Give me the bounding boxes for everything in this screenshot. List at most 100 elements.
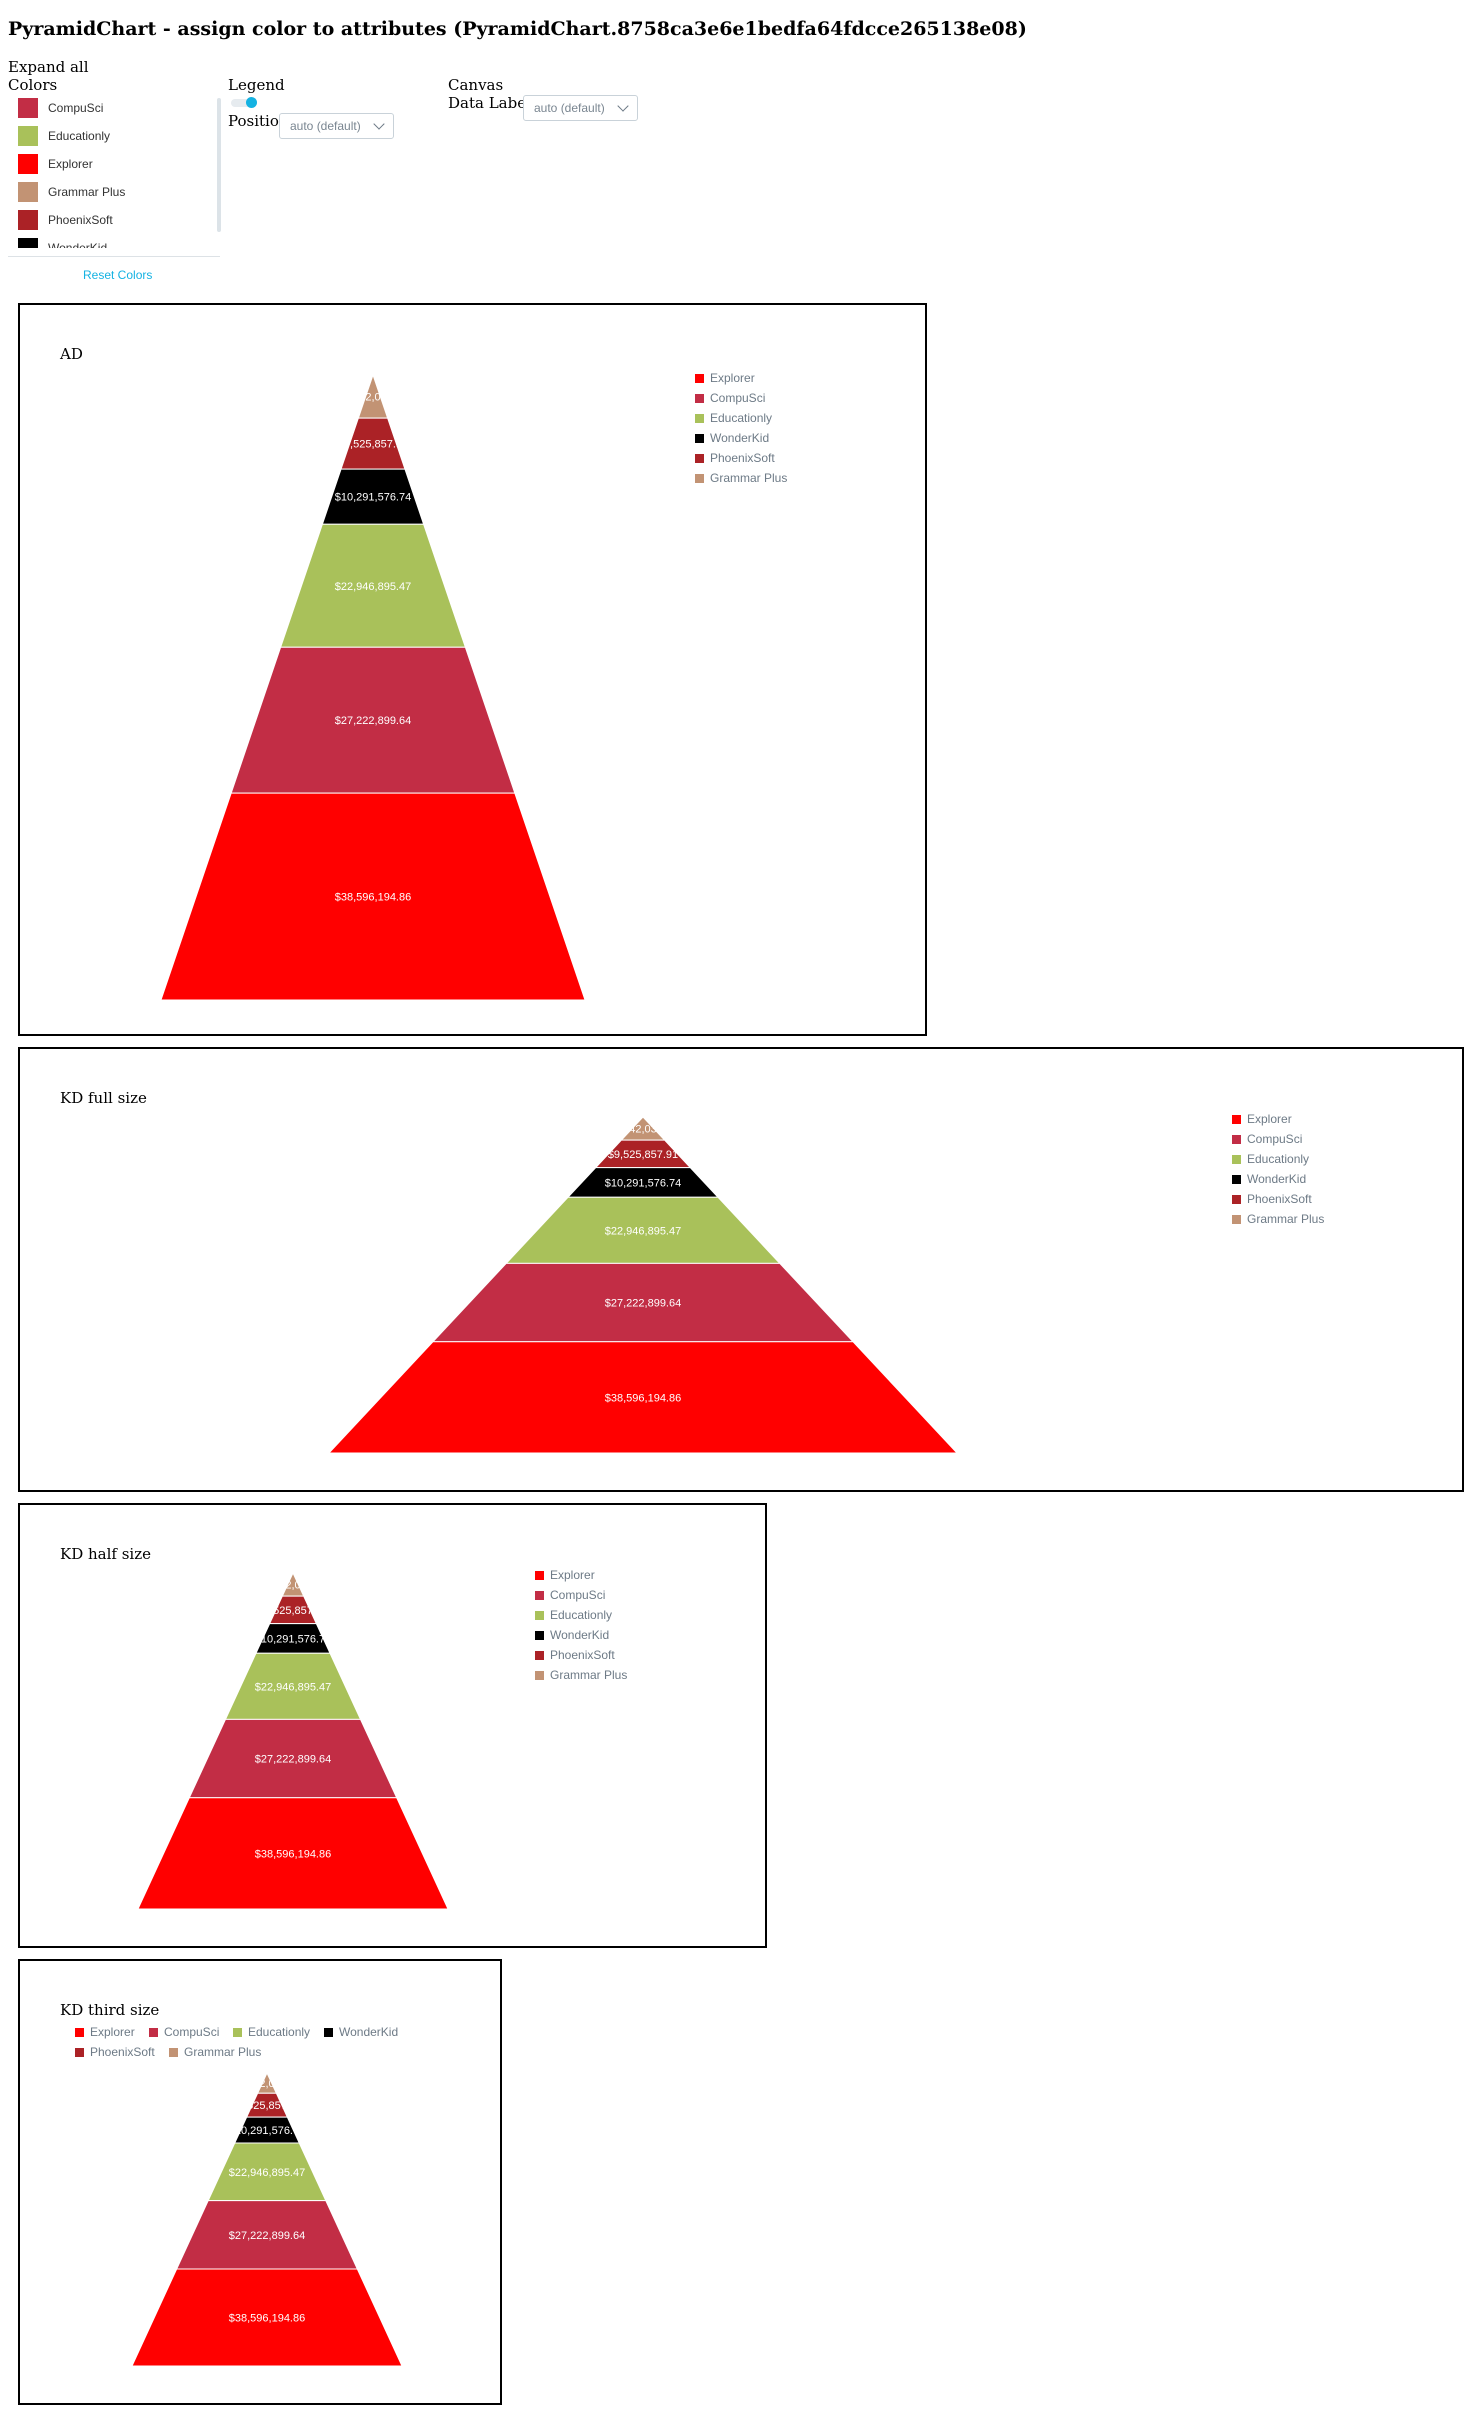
legend-item-educationly[interactable]: Educationly — [535, 1608, 612, 1622]
color-item-educationly[interactable]: Educationly — [18, 126, 110, 146]
legend-item-wonderkid[interactable]: WonderKid — [324, 2025, 398, 2039]
legend-item-explorer[interactable]: Explorer — [75, 2025, 135, 2039]
legend-swatch — [695, 433, 704, 443]
legend-label: Grammar Plus — [184, 2045, 262, 2059]
legend-swatch — [1232, 1194, 1241, 1204]
legend-item-phoenixsoft[interactable]: PhoenixSoft — [1232, 1192, 1312, 1206]
color-swatch[interactable] — [18, 126, 38, 146]
legend-label: Grammar Plus — [550, 1668, 628, 1682]
legend-item-explorer[interactable]: Explorer — [695, 371, 755, 385]
color-item-explorer[interactable]: Explorer — [18, 154, 93, 174]
data-label: $8,042,031.92 — [338, 392, 408, 404]
legend-label: CompuSci — [710, 391, 766, 405]
legend-item-phoenixsoft[interactable]: PhoenixSoft — [695, 451, 775, 465]
data-label: $10,291,576.74 — [605, 1177, 681, 1189]
legend-item-phoenixsoft[interactable]: PhoenixSoft — [535, 1648, 615, 1662]
colors-scrollbar[interactable] — [217, 98, 221, 232]
legend-item-grammar-plus[interactable]: Grammar Plus — [535, 1668, 627, 1682]
pyramid-segment-explorer[interactable] — [160, 792, 586, 1001]
color-item-grammar-plus[interactable]: Grammar Plus — [18, 182, 125, 202]
color-swatch[interactable] — [18, 154, 38, 174]
legend-label: Educationly — [710, 411, 773, 425]
legend-swatch — [535, 1610, 544, 1620]
position-label: Position — [228, 112, 289, 130]
legend-label: WonderKid — [1247, 1172, 1307, 1186]
legend-swatch — [535, 1630, 544, 1640]
expand-all-label[interactable]: Expand all — [8, 58, 89, 76]
data-label: $22,946,895.47 — [605, 1225, 681, 1237]
legend-toggle[interactable] — [229, 96, 259, 110]
divider — [8, 256, 220, 257]
legend-item-grammar-plus[interactable]: Grammar Plus — [169, 2045, 261, 2059]
pyramid-chart: $8,042,031.92 $9,525,857.91 $10,291,576.74… — [137, 1571, 449, 1910]
chart-panel-ad: $8,042,031.92 $9,525,857.91 $10,291,576.74… — [18, 303, 927, 1036]
color-swatch[interactable] — [18, 98, 38, 118]
pyramid-chart: $8,042,031.92 $9,525,857.91 $10,291,576.74… — [327, 1116, 959, 1454]
color-item-wonderkid[interactable]: WonderKid — [18, 238, 107, 248]
data-label: $27,222,899.64 — [605, 1298, 681, 1310]
page-title: PyramidChart - assign color to attribute… — [8, 18, 1027, 40]
data-labels-select[interactable]: auto (default) — [523, 95, 638, 121]
color-swatch[interactable] — [18, 238, 38, 248]
legend-item-compusci[interactable]: CompuSci — [535, 1588, 605, 1602]
legend-item-compusci[interactable]: CompuSci — [695, 391, 765, 405]
legend-item-compusci[interactable]: CompuSci — [149, 2025, 219, 2039]
legend-position-select[interactable]: auto (default) — [279, 113, 394, 139]
data-label: $27,222,899.64 — [255, 1754, 331, 1766]
legend-label: Explorer — [550, 1568, 595, 1582]
legend-item-wonderkid[interactable]: WonderKid — [695, 431, 769, 445]
legend-label: WonderKid — [550, 1628, 610, 1642]
color-item-compusci[interactable]: CompuSci — [18, 98, 103, 118]
legend-swatch — [75, 2027, 84, 2037]
pyramid-segment-explorer[interactable] — [327, 1341, 959, 1454]
legend-label: Educationly — [1247, 1152, 1310, 1166]
legend-label: Explorer — [710, 371, 755, 385]
color-item-label: Grammar Plus — [48, 185, 126, 199]
colors-label: Colors — [8, 76, 58, 94]
legend-swatch — [1232, 1174, 1241, 1184]
legend-label: Educationly — [550, 1608, 613, 1622]
data-labels-label: Data Labels — [448, 94, 539, 112]
legend-item-grammar-plus[interactable]: Grammar Plus — [1232, 1212, 1324, 1226]
pyramid-segment-explorer[interactable] — [131, 2268, 403, 2367]
toggle-knob — [246, 97, 257, 108]
legend-swatch — [1232, 1134, 1241, 1144]
legend-item-wonderkid[interactable]: WonderKid — [1232, 1172, 1306, 1186]
legend-item-wonderkid[interactable]: WonderKid — [535, 1628, 609, 1642]
legend-item-educationly[interactable]: Educationly — [695, 411, 772, 425]
legend-swatch — [695, 393, 704, 403]
legend-item-educationly[interactable]: Educationly — [233, 2025, 310, 2039]
legend-swatch — [75, 2047, 84, 2057]
legend-label: WonderKid — [710, 431, 770, 445]
data-label: $38,596,194.86 — [335, 892, 411, 904]
legend-label: CompuSci — [550, 1588, 606, 1602]
data-label: $8,042,031.92 — [258, 1580, 328, 1592]
legend-item-explorer[interactable]: Explorer — [1232, 1112, 1292, 1126]
legend-swatch — [695, 473, 704, 483]
legend-swatch — [149, 2027, 158, 2037]
pyramid-chart: $8,042,031.92 $9,525,857.91 $10,291,576.74… — [131, 2071, 403, 2367]
legend-item-phoenixsoft[interactable]: PhoenixSoft — [75, 2045, 155, 2059]
legend-label: Grammar Plus — [710, 471, 788, 485]
data-label: $38,596,194.86 — [605, 1392, 681, 1404]
color-item-label: Explorer — [48, 157, 93, 171]
chart-title: KD half size — [60, 1545, 151, 1563]
legend-item-explorer[interactable]: Explorer — [535, 1568, 595, 1582]
reset-colors-link[interactable]: Reset Colors — [83, 268, 153, 282]
color-item-phoenixsoft[interactable]: PhoenixSoft — [18, 210, 113, 230]
data-labels-value: auto (default) — [534, 101, 605, 115]
legend-item-educationly[interactable]: Educationly — [1232, 1152, 1309, 1166]
pyramid-segment-explorer[interactable] — [137, 1797, 449, 1910]
legend-item-compusci[interactable]: CompuSci — [1232, 1132, 1302, 1146]
legend-label: Educationly — [248, 2025, 311, 2039]
color-swatch[interactable] — [18, 210, 38, 230]
legend-item-grammar-plus[interactable]: Grammar Plus — [695, 471, 787, 485]
color-swatch[interactable] — [18, 182, 38, 202]
legend-swatch — [695, 453, 704, 463]
color-item-label: Educationly — [48, 129, 111, 143]
legend-label: PhoenixSoft — [1247, 1192, 1312, 1206]
chart-panel-kd-third: $8,042,031.92 $9,525,857.91 $10,291,576.74… — [18, 1959, 502, 2405]
data-label: $22,946,895.47 — [229, 2167, 305, 2179]
data-label: $22,946,895.47 — [255, 1681, 331, 1693]
pyramid-chart: $8,042,031.92 $9,525,857.91 $10,291,576.74… — [160, 373, 586, 1001]
